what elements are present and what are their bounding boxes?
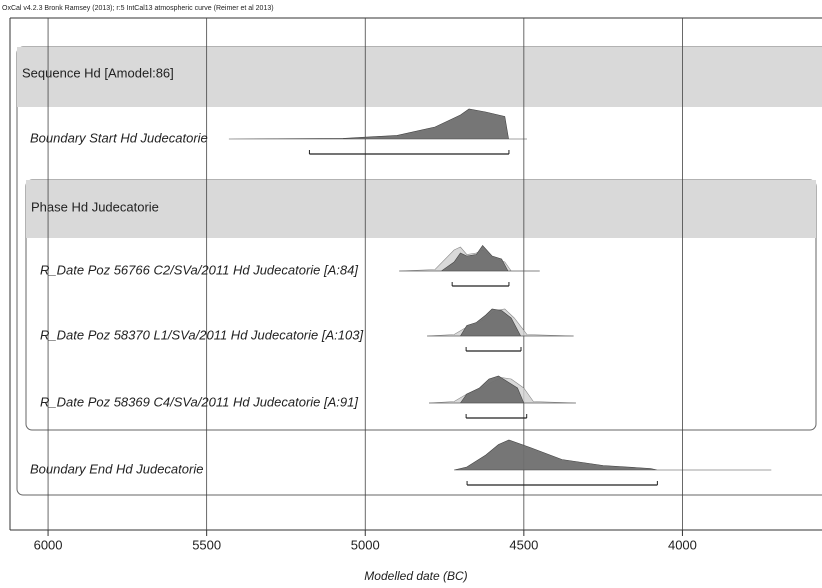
sequence-header xyxy=(17,47,822,107)
posterior-curve xyxy=(454,439,772,471)
x-axis-label: Modelled date (BC) xyxy=(364,569,467,583)
posterior-curve xyxy=(429,375,576,404)
item-label: R_Date Poz 56766 C2/SVa/2011 Hd Judecato… xyxy=(40,262,358,277)
item-label: Boundary Start Hd Judecatorie xyxy=(30,130,208,145)
posterior-curve xyxy=(228,108,527,140)
header: OxCal v4.2.3 Bronk Ramsey (2013); r:5 In… xyxy=(2,5,274,12)
x-tick-label: 5000 xyxy=(351,537,380,552)
phase-header xyxy=(26,180,816,238)
x-tick-label: 4000 xyxy=(668,537,697,552)
item-label: R_Date Poz 58370 L1/SVa/2011 Hd Judecato… xyxy=(40,327,363,342)
posterior-curve xyxy=(399,245,540,272)
item-label: Boundary End Hd Judecatorie xyxy=(30,461,203,476)
sequence-label: Sequence Hd [Amodel:86] xyxy=(22,65,174,80)
x-tick-label: 6000 xyxy=(34,537,63,552)
posterior-curve xyxy=(427,308,574,337)
x-tick-label: 5500 xyxy=(192,537,221,552)
item-label: R_Date Poz 58369 C4/SVa/2011 Hd Judecato… xyxy=(40,394,358,409)
phase-label: Phase Hd Judecatorie xyxy=(31,199,159,214)
x-tick-label: 4500 xyxy=(509,537,538,552)
